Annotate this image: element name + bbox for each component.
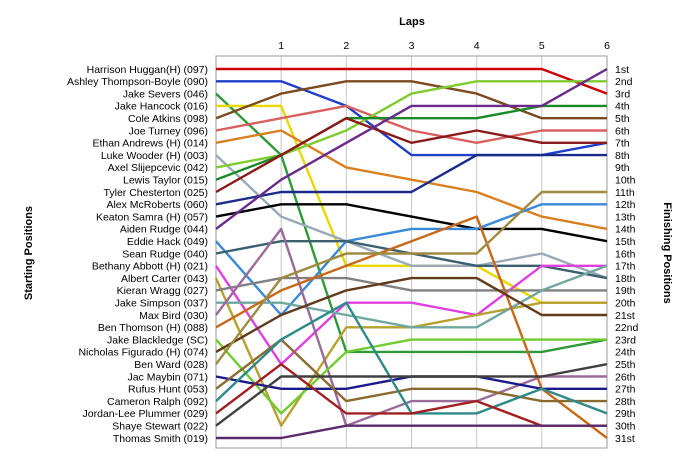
start-label: Albert Carter (043) xyxy=(121,273,208,285)
y-axis-title-right: Finishing Positions xyxy=(661,202,673,303)
start-label: Ben Ward (028) xyxy=(134,359,208,371)
finish-label: 2nd xyxy=(615,76,633,88)
finish-label: 31st xyxy=(615,433,635,445)
x-tick-label: 4 xyxy=(474,40,480,52)
start-label: Ben Thomson (H) (088) xyxy=(98,322,208,334)
start-label: Rufus Hunt (053) xyxy=(128,384,208,396)
start-label: Lewis Taylor (015) xyxy=(123,175,208,187)
y-axis-title-left: Starting Positions xyxy=(23,206,35,300)
finish-label: 29th xyxy=(615,408,636,420)
start-label: Eddie Hack (049) xyxy=(127,236,208,248)
finish-label: 7th xyxy=(615,138,630,150)
finish-label: 4th xyxy=(615,101,630,113)
finish-label: 11th xyxy=(615,187,635,199)
start-label: Ashley Thompson-Boyle (090) xyxy=(67,76,208,88)
finish-label: 20th xyxy=(615,298,636,310)
start-label: Jake Severs (046) xyxy=(123,88,208,100)
x-axis-title: Laps xyxy=(399,16,425,28)
series-line-11 xyxy=(215,116,607,194)
x-tick-label: 3 xyxy=(409,40,415,52)
finish-label: 9th xyxy=(615,162,630,174)
finish-label: 6th xyxy=(615,125,630,137)
start-label: Kieran Wragg (027) xyxy=(117,285,208,297)
finish-label: 5th xyxy=(615,113,630,125)
starting-position-labels: Harrison Huggan(H) (097)Ashley Thompson-… xyxy=(67,64,208,445)
x-tick-label: 5 xyxy=(539,40,545,52)
start-label: Jac Maybin (071) xyxy=(127,371,208,383)
series-line-7 xyxy=(215,129,608,231)
finish-label: 25th xyxy=(615,359,636,371)
start-label: Harrison Huggan(H) (097) xyxy=(87,64,208,76)
finish-label: 18th xyxy=(615,273,636,285)
finish-label: 3rd xyxy=(615,88,630,100)
finish-label: 30th xyxy=(615,421,636,433)
finish-label: 16th xyxy=(615,248,636,260)
finish-label: 15th xyxy=(615,236,636,248)
series-line-8 xyxy=(215,154,608,280)
start-label: Cole Atkins (098) xyxy=(128,113,208,125)
x-tick-label: 6 xyxy=(604,40,610,52)
finish-label: 28th xyxy=(615,396,636,408)
start-label: Jake Hancock (016) xyxy=(115,101,208,113)
series-line-23 xyxy=(215,338,607,415)
start-label: Jake Simpson (037) xyxy=(115,298,208,310)
finish-label: 17th xyxy=(615,261,636,273)
finish-label: 12th xyxy=(615,199,636,211)
start-label: Thomas Smith (019) xyxy=(113,433,208,445)
series-line-24 xyxy=(215,276,607,353)
finish-label: 13th xyxy=(615,211,636,223)
series-line-6 xyxy=(215,104,607,145)
x-tick-label: 2 xyxy=(343,40,349,52)
start-label: Alex McRoberts (060) xyxy=(106,199,208,211)
series-line-13 xyxy=(215,203,608,243)
finish-label: 1st xyxy=(615,64,629,76)
finish-label: 27th xyxy=(615,384,636,396)
start-label: Cameron Ralph (092) xyxy=(107,396,208,408)
series-lines xyxy=(214,67,608,440)
x-tick-label: 1 xyxy=(278,40,284,52)
start-label: Luke Wooder (H) (003) xyxy=(101,150,208,162)
start-label: Max Bird (030) xyxy=(139,310,208,322)
plot-frame xyxy=(215,55,608,449)
finishing-position-labels: 1st2nd3rd4th5th6th7th8th9th10th11th12th1… xyxy=(615,64,639,445)
start-label: Sean Rudge (040) xyxy=(122,248,208,260)
series-line-5 xyxy=(215,80,607,120)
series-line-12 xyxy=(215,153,607,206)
finish-label: 21st xyxy=(615,310,635,322)
series-line-1 xyxy=(216,67,608,95)
start-label: Keaton Samra (H) (057) xyxy=(96,211,208,223)
start-label: Axel Slijepcevic (042) xyxy=(108,162,208,174)
series-line-31 xyxy=(216,424,607,440)
start-label: Nicholas Figurado (H) (074) xyxy=(78,347,208,359)
series-line-30 xyxy=(215,363,608,427)
start-label: Shaye Stewart (022) xyxy=(112,421,208,433)
start-label: Aiden Rudge (044) xyxy=(120,224,208,236)
start-label: Tyler Chesterton (025) xyxy=(104,187,208,199)
finish-label: 8th xyxy=(615,150,630,162)
start-label: Jordan-Lee Plummer (029) xyxy=(83,408,208,420)
finish-label: 23rd xyxy=(615,334,636,346)
series-line-20 xyxy=(216,264,608,329)
finish-label: 22nd xyxy=(615,322,639,334)
finish-label: 10th xyxy=(615,175,636,187)
finish-label: 26th xyxy=(615,371,636,383)
start-label: Jake Blackledge (SC) xyxy=(107,334,208,346)
series-line-25 xyxy=(215,190,607,365)
finish-label: 24th xyxy=(615,347,636,359)
finish-label: 14th xyxy=(615,224,636,236)
start-label: Ethan Andrews (H) (014) xyxy=(92,138,208,150)
finish-label: 19th xyxy=(615,285,636,297)
start-label: Joe Turney (096) xyxy=(129,125,208,137)
start-label: Bethany Abbott (H) (021) xyxy=(92,261,208,273)
x-tick-labels: 1 2 3 4 5 6 xyxy=(278,40,610,52)
series-line-14 xyxy=(215,67,608,230)
